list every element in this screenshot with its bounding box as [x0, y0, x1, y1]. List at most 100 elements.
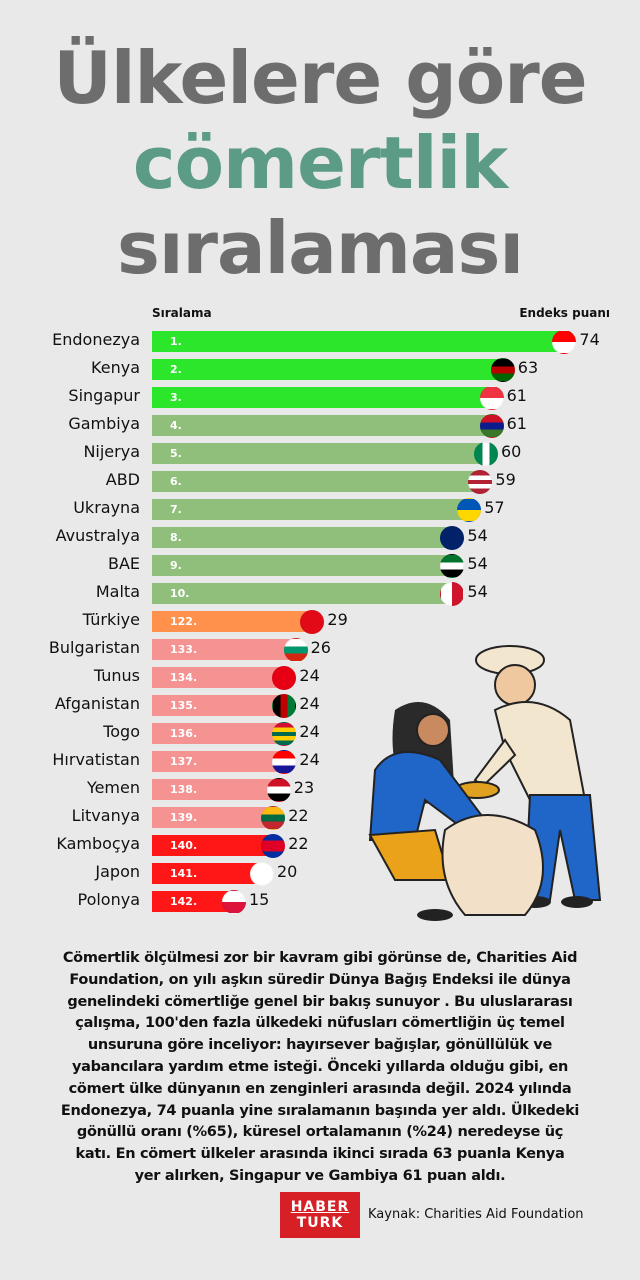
bar: 2.	[152, 359, 505, 380]
country-label: Singapur	[68, 386, 140, 405]
rank-label: 1.	[170, 335, 182, 348]
bar: 9.	[152, 555, 455, 576]
country-label: Bulgaristan	[48, 638, 140, 657]
paragraph-line: genelindeki cömertliğe genel bir bakış s…	[67, 993, 573, 1010]
title-line-2: cömertlik	[132, 121, 508, 205]
flag-icon	[266, 778, 291, 802]
score-label: 61	[506, 414, 527, 433]
country-label: Türkiye	[82, 610, 140, 629]
score-label: 20	[277, 862, 298, 881]
chart-row: Kamboçya 140. 22	[0, 833, 640, 861]
flag-icon	[261, 806, 286, 830]
chart-row: Yemen 138. 23	[0, 777, 640, 805]
flag-icon	[457, 498, 482, 522]
flag-icon	[474, 442, 498, 466]
chart-row: Türkiye 122. 29	[0, 609, 640, 637]
rank-label: 138.	[170, 783, 198, 796]
flag-icon	[222, 890, 246, 914]
chart-row: Litvanya 139. 22	[0, 805, 640, 833]
country-label: Kenya	[91, 358, 140, 377]
flag-icon	[479, 386, 504, 410]
chart-row: ABD 6. 59	[0, 469, 640, 497]
chart-row: BAE 9. 54	[0, 553, 640, 581]
description-paragraph: Cömertlik ölçülmesi zor bir kavram gibi …	[30, 948, 610, 1188]
score-label: 54	[467, 526, 488, 545]
bar: 135.	[152, 695, 287, 716]
rank-label: 7.	[170, 503, 182, 516]
bar: 142.	[152, 891, 236, 912]
chart-row: Japon 141. 20	[0, 861, 640, 889]
bar: 122.	[152, 611, 315, 632]
score-label: 63	[517, 358, 539, 377]
bar: 140.	[152, 835, 276, 856]
flag-icon	[468, 470, 493, 494]
paragraph-line: Endonezya, 74 puanla yine sıralamanın ba…	[60, 1102, 580, 1119]
rank-label: 141.	[170, 867, 198, 880]
paragraph-line: yer alırken, Singapur ve Gambiya 61 puan…	[134, 1167, 506, 1184]
receiver-figure	[368, 702, 544, 921]
rank-label: 133.	[170, 643, 198, 656]
country-label: ABD	[105, 470, 140, 489]
rank-label: 3.	[170, 391, 182, 404]
flag-icon	[300, 610, 325, 634]
country-label: Kamboçya	[56, 834, 140, 853]
chart-row: Gambiya 4. 61	[0, 413, 640, 441]
paragraph-line: unsuruna göre inceliyor: hayırsever bağı…	[87, 1037, 553, 1054]
flag-icon	[552, 330, 577, 354]
logo-line-2: TURK	[296, 1215, 344, 1231]
country-label: Togo	[103, 722, 140, 741]
source-text: Kaynak: Charities Aid Foundation	[368, 1207, 584, 1222]
chart-row: Togo 136. 24	[0, 721, 640, 749]
bar: 6.	[152, 471, 483, 492]
rank-label: 4.	[170, 419, 182, 432]
charity-illustration	[368, 645, 602, 921]
bar: 1.	[152, 331, 567, 352]
flag-icon	[440, 582, 465, 606]
country-label: BAE	[107, 554, 140, 573]
flag-icon	[272, 722, 297, 746]
chart-row: Kenya 2. 63	[0, 357, 640, 385]
score-label: 22	[288, 806, 309, 825]
flag-icon	[440, 554, 465, 578]
rank-label: 137.	[170, 755, 198, 768]
paragraph-line: Cömertlik ölçülmesi zor bir kavram gibi …	[62, 950, 578, 966]
score-label: 61	[506, 386, 527, 405]
score-label: 23	[293, 778, 315, 797]
rank-label: 139.	[170, 811, 198, 824]
chart-row: Tunus 134. 24	[0, 665, 640, 693]
chart-row: Hırvatistan 137. 24	[0, 749, 640, 777]
rank-label: 122.	[170, 615, 198, 628]
bar: 3.	[152, 387, 494, 408]
bar: 8.	[152, 527, 455, 548]
bar: 136.	[152, 723, 287, 744]
bar: 138.	[152, 779, 281, 800]
chart-row: Ukrayna 7. 57	[0, 497, 640, 525]
haberturk-logo: HABER TURK	[280, 1192, 360, 1238]
paragraph-line: katı. En cömert ülkeler arasında ikinci …	[75, 1146, 565, 1163]
paragraph-line: çalışma, 100'den fazla ülkedeki nüfuslar…	[75, 1015, 565, 1032]
country-label: Afganistan	[54, 694, 140, 713]
rank-label: 10.	[170, 587, 190, 600]
chart-row: Endonezya 1. 74	[0, 329, 640, 357]
rank-label: 135.	[170, 699, 198, 712]
score-label: 74	[579, 330, 600, 349]
rank-label: 2.	[170, 363, 182, 376]
paragraph-line: gönüllü oranı (%65), küresel ortalamanın…	[76, 1124, 564, 1141]
flag-icon	[261, 834, 286, 858]
title-line-1: Ülkelere göre	[53, 36, 587, 120]
score-column-header: Endeks puanı	[519, 306, 610, 320]
rank-label: 5.	[170, 447, 182, 460]
rank-label: 8.	[170, 531, 182, 544]
rank-column-header: Sıralama	[152, 306, 212, 320]
rank-label: 142.	[170, 895, 198, 908]
country-label: Gambiya	[68, 414, 140, 433]
chart-row: Bulgaristan 133. 26	[0, 637, 640, 665]
chart-row: Avustralya 8. 54	[0, 525, 640, 553]
bar: 134.	[152, 667, 287, 688]
bar: 133.	[152, 639, 298, 660]
flag-icon	[490, 358, 515, 382]
score-label: 24	[299, 750, 320, 769]
flag-icon	[479, 414, 504, 438]
score-label: 22	[288, 834, 309, 853]
score-label: 24	[299, 722, 320, 741]
